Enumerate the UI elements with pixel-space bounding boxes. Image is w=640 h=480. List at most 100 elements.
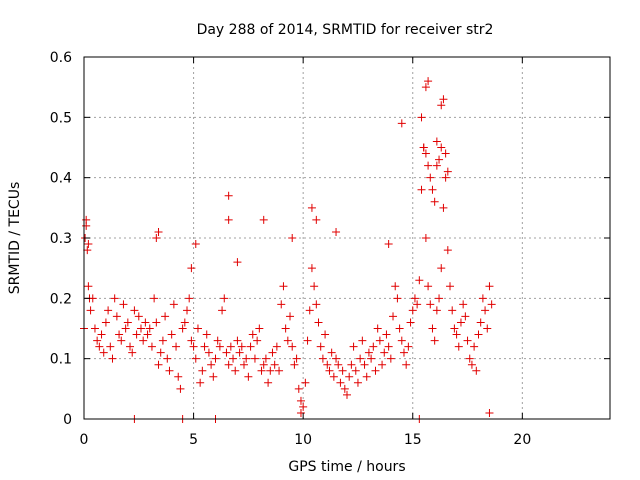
- data-point: [437, 264, 446, 273]
- data-point: [121, 324, 130, 333]
- data-point: [145, 324, 154, 333]
- data-point: [478, 294, 487, 303]
- data-point: [393, 294, 402, 303]
- data-point: [424, 282, 433, 291]
- y-tick-label: 0.2: [50, 291, 72, 307]
- data-point: [218, 306, 227, 315]
- data-point: [178, 324, 187, 333]
- data-point: [106, 342, 115, 351]
- data-point: [340, 384, 349, 393]
- data-point: [461, 312, 470, 321]
- data-point: [150, 294, 159, 303]
- data-point: [435, 294, 444, 303]
- data-point: [358, 336, 367, 345]
- data-point: [270, 360, 279, 369]
- data-point: [154, 227, 163, 236]
- data-point: [375, 336, 384, 345]
- data-point: [314, 318, 323, 327]
- data-point: [351, 366, 360, 375]
- data-point: [259, 215, 268, 224]
- data-point: [119, 300, 128, 309]
- data-point: [371, 366, 380, 375]
- data-point: [446, 282, 455, 291]
- data-point: [329, 372, 338, 381]
- y-tick-label: 0: [63, 412, 72, 428]
- data-point: [472, 366, 481, 375]
- data-point: [448, 306, 457, 315]
- data-point: [226, 342, 235, 351]
- data-point: [441, 173, 450, 182]
- data-point: [452, 330, 461, 339]
- data-point: [110, 294, 119, 303]
- data-point: [485, 408, 494, 417]
- data-point: [402, 360, 411, 369]
- data-point: [257, 366, 266, 375]
- data-point: [281, 324, 290, 333]
- data-point: [485, 282, 494, 291]
- data-point: [296, 408, 305, 417]
- data-point: [307, 264, 316, 273]
- data-point: [450, 324, 459, 333]
- data-point: [318, 354, 327, 363]
- data-point: [95, 342, 104, 351]
- data-point: [459, 300, 468, 309]
- data-point: [417, 185, 426, 194]
- data-point: [117, 336, 126, 345]
- data-point: [481, 306, 490, 315]
- data-point: [200, 342, 209, 351]
- data-point: [467, 360, 476, 369]
- data-point: [470, 342, 479, 351]
- data-point: [183, 306, 192, 315]
- data-point: [336, 378, 345, 387]
- x-tick-label: 20: [513, 432, 531, 448]
- data-point: [158, 336, 167, 345]
- y-tick-labels: 0 0.1 0.2 0.3 0.4 0.5 0.6: [50, 50, 72, 428]
- data-point: [185, 294, 194, 303]
- data-point: [430, 197, 439, 206]
- data-point: [255, 324, 264, 333]
- data-point: [296, 396, 305, 405]
- data-point: [356, 354, 365, 363]
- data-point: [332, 354, 341, 363]
- data-point: [364, 348, 373, 357]
- data-point: [104, 306, 113, 315]
- data-point: [435, 155, 444, 164]
- data-point: [250, 354, 259, 363]
- data-point: [338, 366, 347, 375]
- data-point: [386, 354, 395, 363]
- data-point: [439, 95, 448, 104]
- data-point: [397, 336, 406, 345]
- data-point: [123, 318, 132, 327]
- data-point: [231, 366, 240, 375]
- data-point: [275, 366, 284, 375]
- data-point: [432, 306, 441, 315]
- data-point: [196, 378, 205, 387]
- data-point: [268, 348, 277, 357]
- data-point: [86, 306, 95, 315]
- data-point: [209, 372, 218, 381]
- data-point: [307, 203, 316, 212]
- data-point: [213, 336, 222, 345]
- data-point: [321, 330, 330, 339]
- data-point: [220, 294, 229, 303]
- data-point: [239, 360, 248, 369]
- x-tick-label: 15: [404, 432, 422, 448]
- data-point: [426, 300, 435, 309]
- data-point: [90, 324, 99, 333]
- data-point: [101, 318, 110, 327]
- data-point: [99, 348, 108, 357]
- data-point: [312, 215, 321, 224]
- x-axis-label: GPS time / hours: [288, 459, 405, 475]
- data-point: [233, 258, 242, 267]
- data-point: [130, 306, 139, 315]
- data-point: [224, 215, 233, 224]
- data-point: [384, 240, 393, 249]
- data-point: [84, 240, 93, 249]
- data-point: [404, 342, 413, 351]
- data-point: [224, 360, 233, 369]
- data-point: [128, 348, 137, 357]
- data-point: [399, 348, 408, 357]
- data-point: [233, 336, 242, 345]
- data-point: [349, 342, 358, 351]
